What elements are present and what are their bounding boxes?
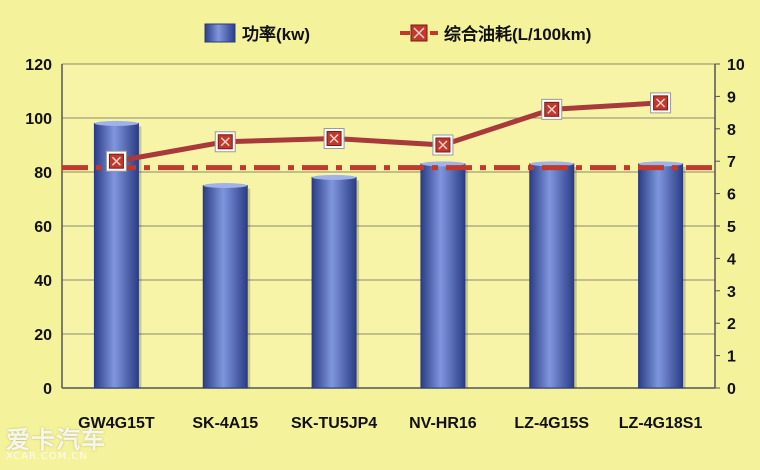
y-tick-label-left: 60 [34, 219, 52, 236]
marker-cross [547, 104, 557, 114]
bar [529, 163, 575, 389]
x-tick-label: NV-HR16 [409, 415, 477, 432]
legend: 功率(kw) 综合油耗(L/100km) [204, 23, 591, 44]
bar [638, 163, 684, 389]
y-tick-label-left: 20 [34, 327, 52, 344]
y-tick-label-right: 2 [727, 316, 736, 333]
marker-cross [329, 133, 339, 144]
marker-cross [656, 98, 666, 108]
y-tick-label-right: 8 [727, 122, 736, 139]
x-tick-label: LZ-4G18S1 [619, 415, 703, 432]
bar-cap [312, 174, 357, 180]
y-tick-label-right: 0 [727, 381, 736, 398]
bar [420, 163, 466, 389]
y-tick-label-right: 10 [727, 57, 745, 74]
marker-cross [111, 156, 121, 166]
y-tick-label-left: 40 [34, 273, 52, 290]
legend-marker-cross [413, 27, 425, 39]
bar-cap [94, 120, 139, 126]
bar [202, 185, 248, 389]
x-tick-label: SK-4A15 [192, 415, 258, 432]
legend-swatch-bar [204, 23, 236, 43]
marker-cross [438, 140, 448, 150]
y-tick-label-left: 80 [34, 165, 52, 182]
x-tick-label: LZ-4G15S [514, 415, 589, 432]
series-line [115, 100, 661, 164]
bar-cap [638, 161, 683, 167]
bar-cap [203, 183, 248, 188]
y-tick-label-right: 6 [727, 187, 736, 204]
y-tick-label-right: 9 [727, 89, 736, 106]
legend-label-bar: 功率(kw) [242, 24, 310, 44]
legend-label-line: 综合油耗(L/100km) [444, 24, 591, 44]
bar-cap [420, 161, 465, 167]
y-tick-label-left: 100 [25, 111, 52, 128]
y-tick-label-left: 0 [43, 381, 52, 398]
y-tick-label-right: 5 [727, 219, 736, 236]
x-tick-label: GW4G15T [78, 415, 155, 432]
y-tick-label-right: 7 [727, 154, 736, 171]
y-tick-label-right: 4 [727, 251, 736, 268]
marker-cross [220, 137, 230, 147]
bar [311, 176, 357, 389]
y-tick-label-left: 120 [25, 57, 52, 74]
bar-cap [529, 161, 574, 167]
x-tick-label: SK-TU5JP4 [291, 415, 377, 432]
y-tick-label-right: 3 [727, 284, 736, 301]
y-tick-label-right: 1 [727, 349, 736, 366]
